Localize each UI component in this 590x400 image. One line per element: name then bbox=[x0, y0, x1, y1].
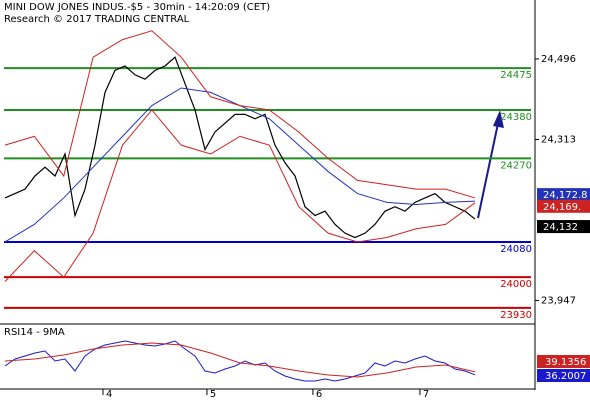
rsi-label: 36.2007 bbox=[545, 371, 586, 382]
level-label: 24270 bbox=[500, 160, 532, 171]
chart-subtitle: Research © 2017 TRADING CENTRAL bbox=[4, 14, 190, 25]
x-tick-label: 6 bbox=[316, 389, 322, 400]
series-line bbox=[4, 109, 476, 282]
price-label: 24,172.8 bbox=[543, 190, 588, 201]
price-label-box bbox=[537, 199, 590, 213]
level-label: 24000 bbox=[500, 279, 532, 290]
x-tick-label: 5 bbox=[210, 389, 216, 400]
chart-title: MINI DOW JONES INDUS.-$5 - 30min - 14:20… bbox=[4, 2, 270, 13]
level-label: 24475 bbox=[500, 70, 532, 81]
arrow-head bbox=[493, 110, 504, 128]
x-tick-label: 7 bbox=[423, 389, 429, 400]
price-label-box bbox=[537, 188, 590, 202]
y-tick-label: 24,496 bbox=[541, 54, 576, 65]
series-line bbox=[4, 56, 476, 239]
series-line bbox=[4, 30, 476, 199]
rsi-title: RSI14 - 9MA bbox=[4, 327, 65, 338]
series-line bbox=[4, 342, 476, 378]
price-label-box bbox=[537, 220, 590, 234]
price-label: 24,132 bbox=[543, 222, 578, 233]
x-tick-label: 4 bbox=[106, 389, 112, 400]
level-label: 23930 bbox=[500, 310, 532, 321]
level-label: 24380 bbox=[500, 112, 532, 123]
rsi-label-box bbox=[537, 355, 590, 368]
rsi-label-box bbox=[537, 369, 590, 382]
y-tick-label: 24,313 bbox=[541, 134, 576, 145]
rsi-label: 39.1356 bbox=[545, 357, 586, 368]
price-label: 24,169. bbox=[543, 202, 581, 213]
level-label: 24080 bbox=[500, 244, 532, 255]
y-tick-label: 23,947 bbox=[541, 295, 576, 306]
